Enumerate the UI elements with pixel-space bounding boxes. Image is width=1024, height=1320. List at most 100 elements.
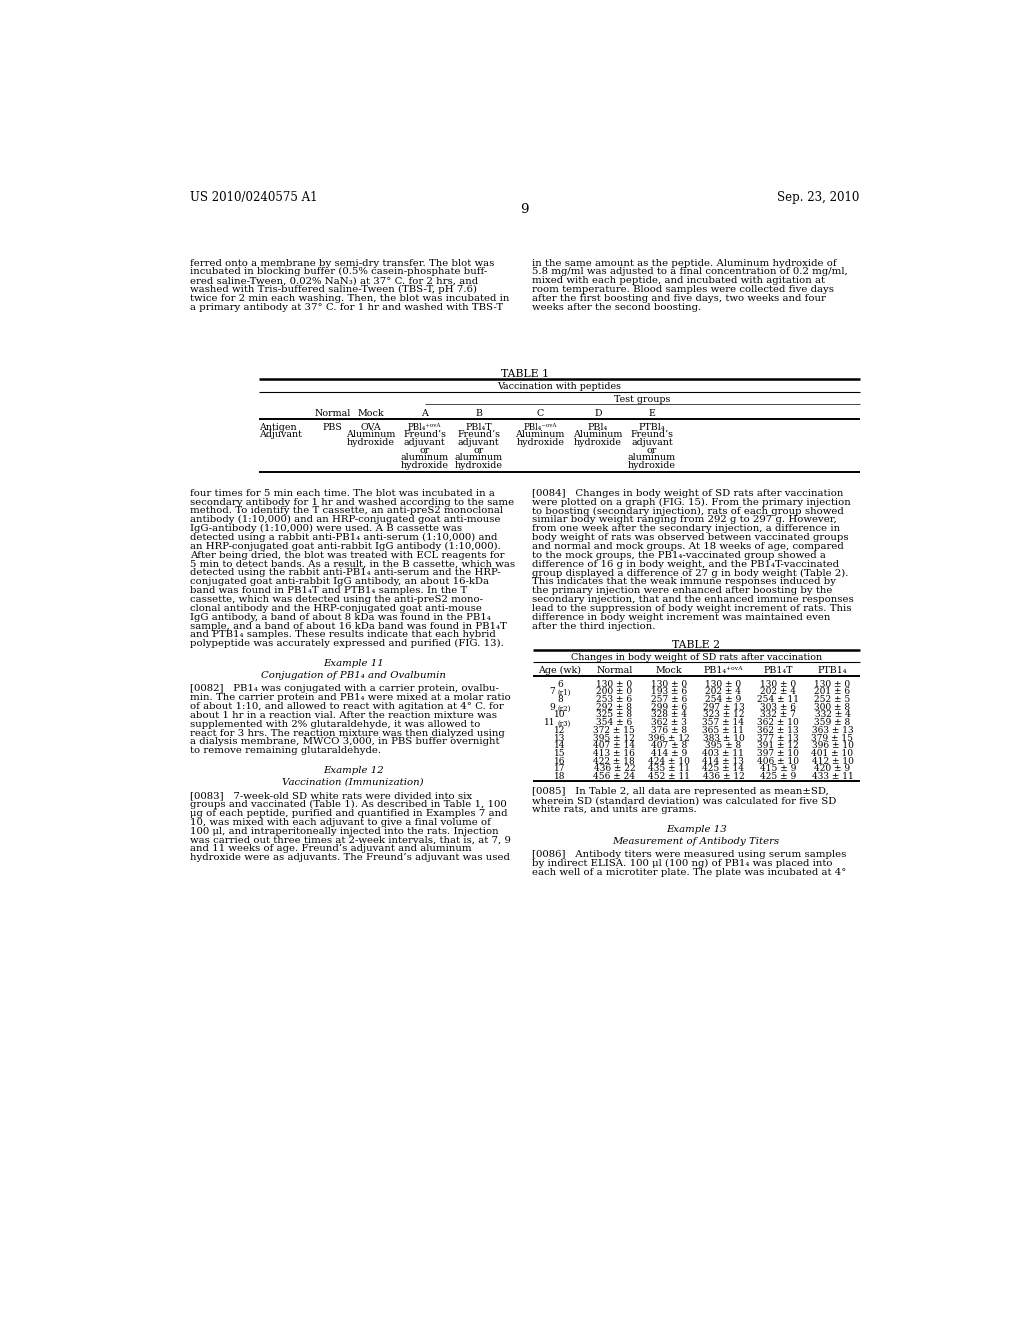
Text: PTB1₄: PTB1₄ [818,665,847,675]
Text: 202 ± 4: 202 ± 4 [760,688,796,697]
Text: 201 ± 6: 201 ± 6 [814,688,851,697]
Text: ered saline-Tween, 0.02% NaN₃) at 37° C. for 2 hrs, and: ered saline-Tween, 0.02% NaN₃) at 37° C.… [189,276,478,285]
Text: detected using a rabbit anti-PB1₄ anti-serum (1:10,000) and: detected using a rabbit anti-PB1₄ anti-s… [189,533,498,543]
Text: or: or [647,446,657,454]
Text: 415 ± 9: 415 ± 9 [760,764,796,774]
Text: secondary injection, that and the enhanced immune responses: secondary injection, that and the enhanc… [532,595,854,605]
Text: of about 1:10, and allowed to react with agitation at 4° C. for: of about 1:10, and allowed to react with… [189,702,504,711]
Text: US 2010/0240575 A1: US 2010/0240575 A1 [189,191,317,203]
Text: washed with Tris-buffered saline-Tween (TBS-T, pH 7.6): washed with Tris-buffered saline-Tween (… [189,285,477,294]
Text: [0083]   7-week-old SD white rats were divided into six: [0083] 7-week-old SD white rats were div… [189,792,472,800]
Text: and PTB1₄ samples. These results indicate that each hybrid: and PTB1₄ samples. These results indicat… [189,631,496,639]
Text: 412 ± 10: 412 ± 10 [812,756,853,766]
Text: 7: 7 [550,688,555,697]
Text: a primary antibody at 37° C. for 1 hr and washed with TBS-T: a primary antibody at 37° C. for 1 hr an… [189,302,503,312]
Text: hydroxide were as adjuvants. The Freund’s adjuvant was used: hydroxide were as adjuvants. The Freund’… [189,853,510,862]
Text: groups and vaccinated (Table 1). As described in Table 1, 100: groups and vaccinated (Table 1). As desc… [189,800,507,809]
Text: and normal and mock groups. At 18 weeks of age, compared: and normal and mock groups. At 18 weeks … [532,543,844,550]
Text: 433 ± 11: 433 ± 11 [812,772,853,781]
Text: After being dried, the blot was treated with ECL reagents for: After being dried, the blot was treated … [189,550,505,560]
Text: 424 ± 10: 424 ± 10 [648,756,690,766]
Text: difference in body weight increment was maintained even: difference in body weight increment was … [532,612,830,622]
Text: 425 ± 9: 425 ± 9 [760,772,796,781]
Text: 435 ± 11: 435 ± 11 [648,764,690,774]
Text: PBS: PBS [323,422,342,432]
Text: after the third injection.: after the third injection. [532,622,656,631]
Text: Freund’s: Freund’s [457,430,500,440]
Text: (r1): (r1) [557,689,570,697]
Text: 436 ± 22: 436 ± 22 [594,764,635,774]
Text: PBl₄: PBl₄ [588,422,608,432]
Text: to remove remaining glutaraldehyde.: to remove remaining glutaraldehyde. [189,746,381,755]
Text: 325 ± 8: 325 ± 8 [596,710,633,719]
Text: 425 ± 14: 425 ± 14 [702,764,744,774]
Text: 292 ± 8: 292 ± 8 [596,702,632,711]
Text: from one week after the secondary injection, a difference in: from one week after the secondary inject… [532,524,841,533]
Text: D: D [594,409,602,417]
Text: 200 ± 0: 200 ± 0 [596,688,633,697]
Text: OVA: OVA [360,422,381,432]
Text: Vaccination with peptides: Vaccination with peptides [498,383,622,392]
Text: and 11 weeks of age. Freund’s adjuvant and aluminum: and 11 weeks of age. Freund’s adjuvant a… [189,845,471,854]
Text: IgG antibody, a band of about 8 kDa was found in the PB1₄: IgG antibody, a band of about 8 kDa was … [189,612,490,622]
Text: 414 ± 13: 414 ± 13 [702,756,744,766]
Text: ferred onto a membrane by semi-dry transfer. The blot was: ferred onto a membrane by semi-dry trans… [189,259,495,268]
Text: 397 ± 10: 397 ± 10 [757,748,799,758]
Text: IgG-antibody (1:10,000) were used. A B cassette was: IgG-antibody (1:10,000) were used. A B c… [189,524,462,533]
Text: mixed with each peptide, and incubated with agitation at: mixed with each peptide, and incubated w… [532,276,825,285]
Text: 254 ± 9: 254 ± 9 [706,696,741,704]
Text: 17: 17 [554,764,565,774]
Text: 323 ± 12: 323 ± 12 [702,710,744,719]
Text: [0085]   In Table 2, all data are represented as mean±SD,: [0085] In Table 2, all data are represen… [532,788,829,796]
Text: 12: 12 [554,726,565,735]
Text: band was found in PB1₄T and PTB1₄ samples. In the T: band was found in PB1₄T and PTB1₄ sample… [189,586,467,595]
Text: B: B [475,409,482,417]
Text: Example 11: Example 11 [323,659,383,668]
Text: μg of each peptide, purified and quantified in Examples 7 and: μg of each peptide, purified and quantif… [189,809,507,818]
Text: Conjugation of PB1₄ and Ovalbumin: Conjugation of PB1₄ and Ovalbumin [261,671,445,680]
Text: min. The carrier protein and PB1₄ were mixed at a molar ratio: min. The carrier protein and PB1₄ were m… [189,693,511,702]
Text: 300 ± 8: 300 ± 8 [814,702,851,711]
Text: polypeptide was accurately expressed and purified (FIG. 13).: polypeptide was accurately expressed and… [189,639,504,648]
Text: 202 ± 4: 202 ± 4 [706,688,741,697]
Text: body weight of rats was observed between vaccinated groups: body weight of rats was observed between… [532,533,849,543]
Text: Mock: Mock [655,665,682,675]
Text: Sep. 23, 2010: Sep. 23, 2010 [777,191,860,203]
Text: 376 ± 8: 376 ± 8 [651,726,687,735]
Text: aluminum: aluminum [455,453,503,462]
Text: group displayed a difference of 27 g in body weight (Table 2).: group displayed a difference of 27 g in … [532,569,849,578]
Text: white rats, and units are grams.: white rats, and units are grams. [532,805,697,814]
Text: after the first boosting and five days, two weeks and four: after the first boosting and five days, … [532,294,826,302]
Text: Changes in body weight of SD rats after vaccination: Changes in body weight of SD rats after … [570,653,821,661]
Text: Measurement of Antibody Titers: Measurement of Antibody Titers [612,837,779,846]
Text: 362 ± 10: 362 ± 10 [757,718,799,727]
Text: adjuvant: adjuvant [631,438,673,447]
Text: Aluminum: Aluminum [346,430,395,440]
Text: sample, and a band of about 16 kDa band was found in PB1₄T: sample, and a band of about 16 kDa band … [189,622,507,631]
Text: 130 ± 0: 130 ± 0 [651,680,687,689]
Text: PTBl₄: PTBl₄ [639,422,666,432]
Text: 18: 18 [554,772,565,781]
Text: 407 ± 8: 407 ± 8 [650,742,687,750]
Text: detected using the rabbit anti-PB1₄ anti-serum and the HRP-: detected using the rabbit anti-PB1₄ anti… [189,569,501,577]
Text: Aluminum: Aluminum [515,430,565,440]
Text: (r3): (r3) [557,719,570,727]
Text: 303 ± 6: 303 ± 6 [760,702,796,711]
Text: 422 ± 18: 422 ± 18 [594,756,635,766]
Text: in the same amount as the peptide. Aluminum hydroxide of: in the same amount as the peptide. Alumi… [532,259,838,268]
Text: 413 ± 16: 413 ± 16 [593,748,635,758]
Text: 456 ± 24: 456 ± 24 [593,772,635,781]
Text: 396 ± 12: 396 ± 12 [648,734,690,743]
Text: 391 ± 12: 391 ± 12 [757,742,799,750]
Text: PB1₄⁺ᵒᵛᴬ: PB1₄⁺ᵒᵛᴬ [703,665,743,675]
Text: PBl₄⁺ᵒᵛᴬ: PBl₄⁺ᵒᵛᴬ [408,422,441,432]
Text: 357 ± 14: 357 ± 14 [702,718,744,727]
Text: 6: 6 [557,680,562,689]
Text: 332 ± 7: 332 ± 7 [760,710,796,719]
Text: 401 ± 10: 401 ± 10 [811,748,853,758]
Text: C: C [537,409,544,417]
Text: 328 ± 4: 328 ± 4 [651,710,687,719]
Text: hydroxide: hydroxide [455,461,503,470]
Text: 15: 15 [554,748,565,758]
Text: by indirect ELISA. 100 μl (100 ng) of PB1₄ was placed into: by indirect ELISA. 100 μl (100 ng) of PB… [532,859,833,869]
